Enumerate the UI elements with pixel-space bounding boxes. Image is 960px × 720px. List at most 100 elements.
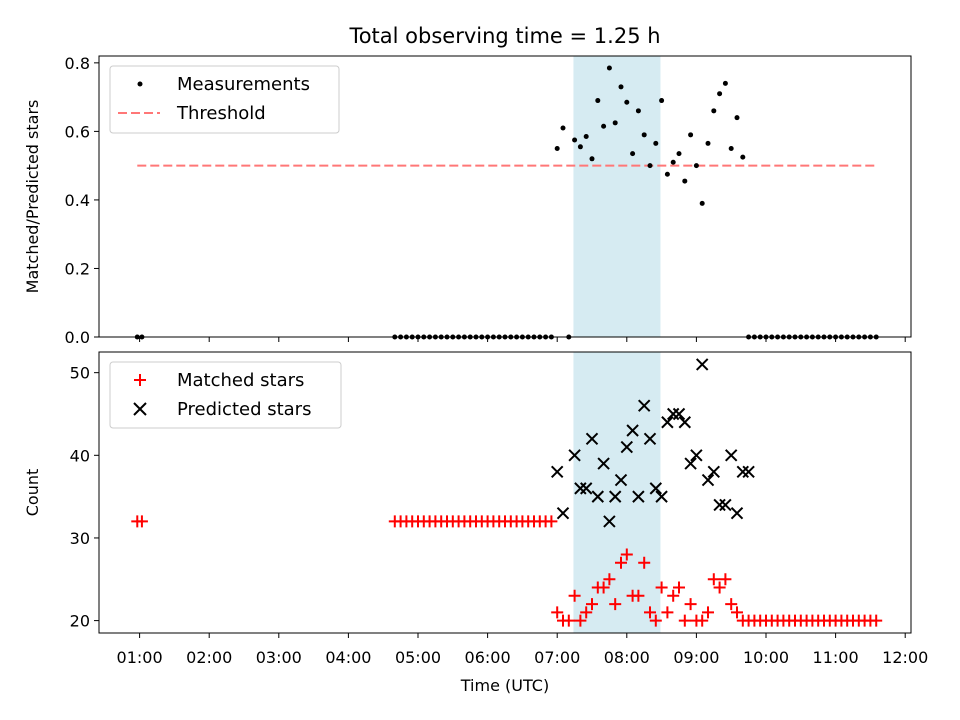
predicted-point	[556, 506, 570, 520]
matched-point	[644, 606, 656, 619]
legend-marker-matched	[134, 374, 146, 386]
legend-label-predicted: Predicted stars	[177, 399, 311, 420]
matched-point	[568, 589, 581, 602]
predicted-point	[614, 473, 628, 487]
predicted-point	[707, 465, 721, 479]
y-tick-label: 0.0	[65, 328, 90, 347]
measurement-point	[676, 151, 682, 157]
measurement-point	[740, 154, 746, 160]
x-tick-label: 01:00	[117, 648, 163, 667]
matched-point	[545, 515, 558, 528]
measurement-point	[664, 171, 670, 177]
measurement-point	[688, 132, 694, 138]
matched-point	[719, 573, 732, 586]
y-axis-label: Count	[23, 469, 42, 517]
measurement-point	[612, 120, 618, 126]
predicted-point	[632, 490, 645, 503]
predicted-point	[626, 424, 639, 437]
predicted-point	[701, 473, 715, 487]
measurement-point	[705, 140, 711, 146]
predicted-point	[742, 465, 755, 479]
x-tick-label: 12:00	[882, 648, 928, 667]
x-tick-label: 02:00	[186, 648, 232, 667]
measurement-point	[659, 98, 665, 104]
measurement-point	[589, 156, 595, 162]
matched-point	[713, 581, 726, 594]
predicted-point	[724, 449, 738, 462]
matched-point	[135, 515, 148, 528]
predicted-point	[666, 407, 680, 421]
measurement-point	[601, 123, 607, 129]
matched-point	[551, 606, 564, 619]
measurement-point	[682, 178, 688, 184]
predicted-point	[649, 482, 663, 495]
predicted-point	[603, 515, 616, 528]
legend-label-threshold: Threshold	[176, 103, 266, 124]
y-tick-label: 0.8	[65, 54, 90, 73]
plot-frame	[98, 351, 912, 634]
matched-point	[667, 589, 680, 602]
predicted-point	[574, 482, 587, 495]
measurement-point	[734, 115, 740, 121]
predicted-point	[591, 490, 605, 503]
legend: Measurements Threshold	[109, 65, 340, 134]
predicted-point	[643, 432, 657, 445]
count-panel: 20 30 40 50 01:00 02:00 03:00 04:00 05:00 06:00 0…	[23, 351, 928, 667]
matched-point	[678, 614, 691, 627]
matched-point	[597, 581, 610, 594]
chart-title: Total observing time = 1.25 h	[348, 24, 660, 48]
measurement-point	[560, 125, 566, 131]
measurement-point	[554, 146, 560, 152]
measurement-point	[572, 137, 578, 143]
matched-point	[655, 581, 668, 594]
legend-marker-predicted	[133, 402, 147, 416]
predicted-point	[678, 416, 692, 429]
measurement-point	[595, 98, 601, 104]
matched-point	[632, 589, 645, 602]
matched-point	[731, 606, 743, 619]
measurement-point	[606, 65, 612, 71]
predicted-point	[608, 490, 622, 503]
predicted-point	[684, 457, 697, 470]
predicted-point	[597, 457, 610, 470]
matched-point	[620, 548, 633, 561]
plot-frame	[98, 55, 912, 338]
matched-point	[649, 614, 662, 627]
matched-point	[603, 573, 616, 586]
measurement-point	[577, 144, 583, 150]
measurement-point	[670, 159, 676, 165]
predicted-point	[620, 440, 634, 454]
matched-point	[696, 614, 709, 627]
matched-point	[638, 556, 651, 569]
y-tick-label: 40	[70, 446, 90, 465]
measurement-point	[635, 108, 641, 114]
y-tick-label: 30	[70, 529, 90, 548]
y-tick-label: 0.4	[65, 191, 90, 210]
measurement-point	[717, 91, 723, 97]
matched-point	[615, 556, 627, 569]
measurement-point	[641, 132, 647, 138]
matched-point	[661, 606, 674, 619]
predicted-point	[713, 498, 726, 512]
x-axis-label: Time (UTC)	[460, 676, 549, 695]
matched-point	[609, 598, 622, 611]
y-tick-label: 0.6	[65, 122, 90, 141]
highlight-span	[573, 352, 661, 633]
x-tick-label: 05:00	[395, 648, 441, 667]
predicted-point	[661, 416, 674, 429]
measurement-point	[653, 140, 659, 146]
measurement-point	[630, 151, 636, 157]
y-tick-label: 50	[70, 364, 90, 383]
measurement-point	[711, 108, 717, 114]
x-tick-label: 04:00	[325, 648, 371, 667]
x-tick-label: 09:00	[673, 648, 719, 667]
predicted-point	[550, 465, 564, 479]
predicted-point	[695, 358, 709, 371]
predicted-point	[736, 465, 750, 479]
predicted-point	[637, 399, 651, 412]
legend-box	[109, 361, 342, 429]
matched-point	[574, 614, 587, 627]
predicted-point	[672, 407, 686, 421]
x-tick-label: 10:00	[743, 648, 789, 667]
legend-box	[109, 65, 340, 134]
